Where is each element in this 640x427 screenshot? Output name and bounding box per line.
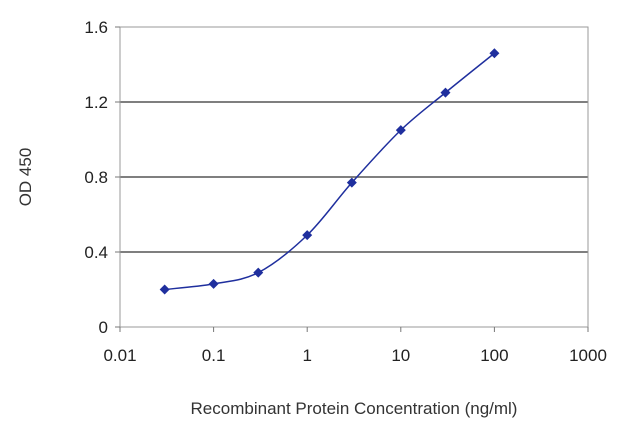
data-point bbox=[159, 284, 170, 295]
x-tick-label: 10 bbox=[391, 346, 410, 365]
x-axis-ticks: 0.01 0.1 1 10 100 1000 bbox=[103, 327, 607, 365]
x-tick-label: 0.01 bbox=[103, 346, 136, 365]
data-point bbox=[395, 125, 406, 136]
data-point bbox=[489, 48, 500, 59]
series-line bbox=[164, 52, 495, 291]
x-tick-label: 1000 bbox=[569, 346, 607, 365]
y-tick-label: 0 bbox=[99, 318, 108, 337]
x-tick-label: 100 bbox=[480, 346, 508, 365]
data-point bbox=[208, 278, 219, 289]
gridlines bbox=[120, 101, 588, 253]
data-point bbox=[302, 230, 313, 241]
data-point bbox=[346, 177, 357, 188]
x-tick-label: 1 bbox=[302, 346, 311, 365]
series-layer bbox=[159, 48, 500, 295]
x-tick-label: 0.1 bbox=[202, 346, 226, 365]
y-tick-label: 1.6 bbox=[84, 18, 108, 37]
data-point bbox=[253, 267, 264, 278]
y-tick-label: 0.4 bbox=[84, 243, 108, 262]
x-axis-title: Recombinant Protein Concentration (ng/ml… bbox=[191, 399, 518, 418]
y-axis-title: OD 450 bbox=[16, 148, 35, 207]
y-tick-label: 1.2 bbox=[84, 93, 108, 112]
data-point bbox=[440, 87, 451, 98]
y-axis-ticks: 0 0.4 0.8 1.2 1.6 bbox=[84, 18, 120, 337]
y-tick-label: 0.8 bbox=[84, 168, 108, 187]
